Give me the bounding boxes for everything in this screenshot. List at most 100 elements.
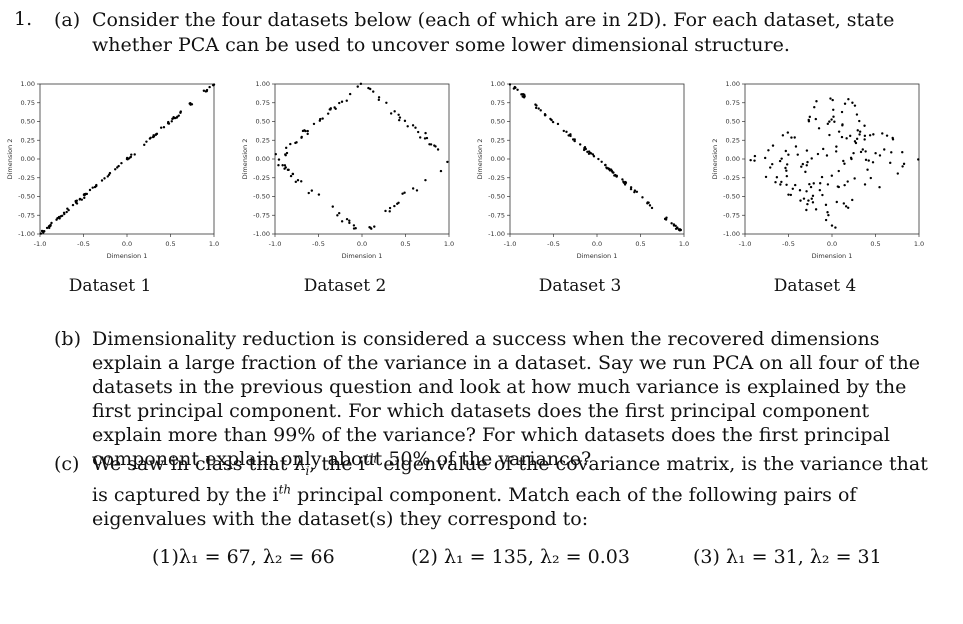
data-point — [808, 115, 812, 119]
data-point — [88, 188, 92, 192]
data-point — [208, 85, 211, 89]
y-tick-label: 0.50 — [256, 118, 270, 126]
data-point — [567, 134, 570, 137]
data-point — [100, 179, 104, 182]
data-point — [825, 154, 829, 157]
data-point — [336, 214, 339, 217]
x-tick-label: -1.0 — [739, 240, 752, 248]
eigen-pair-3-label: (3) — [693, 546, 720, 568]
data-point — [810, 197, 813, 200]
eigen-pair-1-text: λ₁ = 67, λ₂ = 66 — [178, 546, 335, 568]
data-point — [896, 172, 899, 175]
data-point — [368, 226, 371, 229]
part-c: (c) We saw in class that λi, the ith eig… — [54, 452, 934, 531]
eigen-pair-2: (2) λ₁ = 135, λ₂ = 0.03 — [411, 546, 630, 568]
part-c-sup-2: th — [278, 482, 292, 497]
data-point — [166, 122, 170, 125]
data-point — [859, 150, 863, 154]
part-b-label: (b) — [54, 328, 81, 350]
data-point — [829, 97, 832, 100]
data-point — [296, 179, 300, 182]
data-point — [587, 152, 591, 155]
data-point — [878, 154, 882, 157]
y-tick-label: 1.00 — [491, 80, 505, 88]
x-tick-label: -1.0 — [504, 240, 517, 248]
data-point — [535, 104, 538, 107]
data-point — [539, 109, 542, 112]
y-tick-label: 0.25 — [491, 136, 505, 144]
eigen-pair-3-text: λ₁ = 31, λ₂ = 31 — [725, 546, 882, 568]
data-point — [847, 98, 850, 101]
data-point — [600, 160, 603, 164]
y-tick-label: -0.25 — [723, 174, 740, 182]
data-point — [811, 201, 815, 204]
data-point — [799, 199, 802, 202]
data-point — [774, 181, 777, 184]
data-point — [62, 211, 66, 214]
data-point — [152, 135, 155, 138]
data-point — [433, 144, 436, 147]
data-point — [544, 113, 547, 117]
data-point — [287, 168, 290, 172]
data-point — [834, 150, 838, 153]
data-point — [798, 189, 802, 192]
data-point — [401, 192, 404, 195]
data-point — [871, 161, 875, 164]
eigen-pair-1: (1)λ₁ = 67, λ₂ = 66 — [152, 546, 335, 568]
data-point — [885, 134, 889, 137]
y-tick-label: 0.50 — [21, 118, 35, 126]
data-point — [830, 174, 834, 177]
data-point — [328, 108, 331, 111]
data-point — [828, 120, 831, 123]
data-point — [429, 143, 433, 146]
data-point — [785, 163, 789, 166]
x-tick-label: -1.0 — [34, 240, 47, 248]
data-point — [826, 211, 829, 214]
y-tick-label: 0.50 — [726, 118, 740, 126]
data-point — [753, 159, 756, 162]
y-tick-label: -0.50 — [723, 193, 740, 201]
data-point — [80, 198, 84, 201]
x-tick-label: -0.5 — [782, 240, 795, 248]
data-point — [781, 134, 785, 137]
data-point — [855, 113, 859, 116]
y-tick-label: -1.00 — [488, 230, 505, 238]
data-point — [55, 218, 58, 221]
data-point — [785, 169, 788, 172]
y-tick-label: 1.00 — [726, 80, 740, 88]
data-point — [274, 152, 277, 156]
data-point — [446, 160, 449, 164]
data-point — [39, 232, 43, 235]
part-a-text: Consider the four datasets below (each o… — [92, 9, 895, 56]
x-axis-label: Dimension 1 — [812, 252, 853, 260]
data-point — [851, 198, 854, 202]
data-point — [771, 144, 775, 147]
data-point — [348, 219, 351, 222]
data-point — [284, 166, 287, 169]
part-a: (a) Consider the four datasets below (ea… — [54, 8, 944, 58]
data-point — [864, 150, 867, 153]
data-point — [403, 119, 407, 123]
y-tick-label: -0.50 — [488, 193, 505, 201]
part-b: (b) Dimensionality reduction is consider… — [54, 327, 934, 471]
y-tick-label: 0.75 — [21, 99, 35, 107]
x-tick-label: 0.0 — [827, 240, 837, 248]
data-point — [189, 103, 192, 106]
data-point — [816, 152, 820, 156]
data-point — [863, 183, 867, 186]
data-point — [806, 202, 809, 206]
data-point — [824, 218, 828, 222]
data-point — [868, 134, 872, 137]
data-point — [179, 111, 182, 114]
axes-frame — [744, 83, 920, 235]
data-point — [633, 190, 636, 194]
data-point — [103, 177, 106, 180]
data-point — [306, 129, 309, 133]
data-point — [874, 151, 877, 155]
data-point — [277, 164, 280, 167]
part-c-subscript: i — [305, 463, 310, 478]
data-point — [414, 126, 417, 129]
data-point — [340, 220, 344, 223]
y-tick-label: -0.25 — [253, 174, 270, 182]
data-point — [866, 168, 869, 171]
